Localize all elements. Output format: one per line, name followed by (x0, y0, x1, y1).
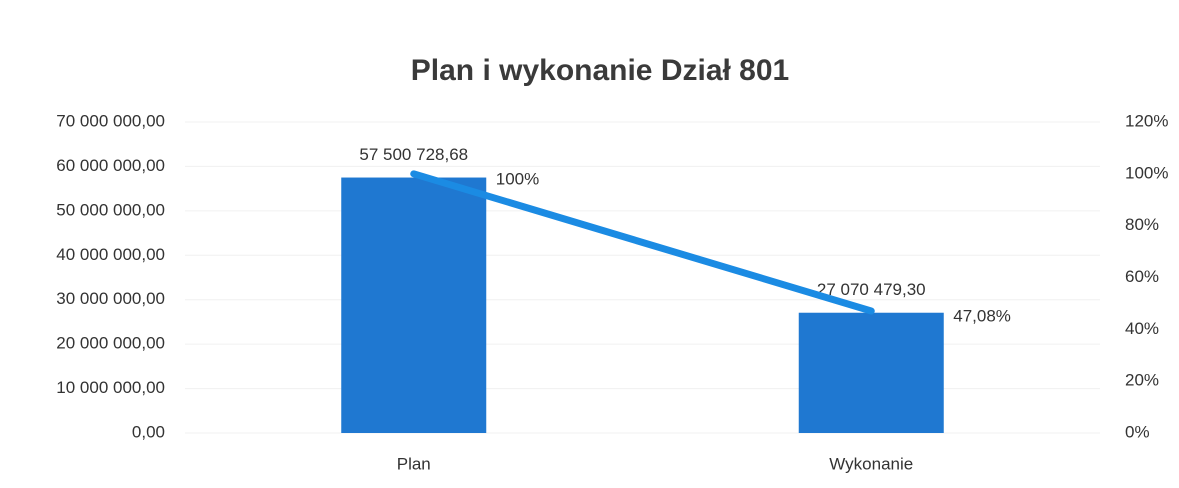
y-tick-label: 50 000 000,00 (56, 200, 165, 219)
y2-tick-label: 120% (1125, 111, 1168, 130)
y-tick-label: 70 000 000,00 (56, 111, 165, 130)
y2-tick-label: 0% (1125, 422, 1150, 441)
y2-tick-label: 40% (1125, 319, 1159, 338)
bar (798, 312, 944, 433)
bar-value-label: 27 070 479,30 (817, 280, 926, 299)
bar (341, 177, 487, 433)
y2-tick-label: 60% (1125, 267, 1159, 286)
line-value-label: 47,08% (953, 306, 1011, 325)
y-tick-label: 20 000 000,00 (56, 334, 165, 353)
y2-tick-label: 100% (1125, 163, 1168, 182)
y-tick-label: 10 000 000,00 (56, 378, 165, 397)
y-tick-label: 30 000 000,00 (56, 289, 165, 308)
bar-value-label: 57 500 728,68 (359, 145, 468, 164)
line-value-label: 100% (496, 169, 539, 188)
chart-title: Plan i wykonanie Dział 801 (411, 54, 790, 87)
x-tick-label: Wykonanie (829, 454, 913, 473)
y2-tick-label: 80% (1125, 215, 1159, 234)
x-tick-label: Plan (397, 454, 431, 473)
y-tick-label: 0,00 (132, 422, 165, 441)
line (410, 170, 875, 315)
y-tick-label: 40 000 000,00 (56, 245, 165, 264)
y2-tick-label: 20% (1125, 371, 1159, 390)
y-tick-label: 60 000 000,00 (56, 156, 165, 175)
